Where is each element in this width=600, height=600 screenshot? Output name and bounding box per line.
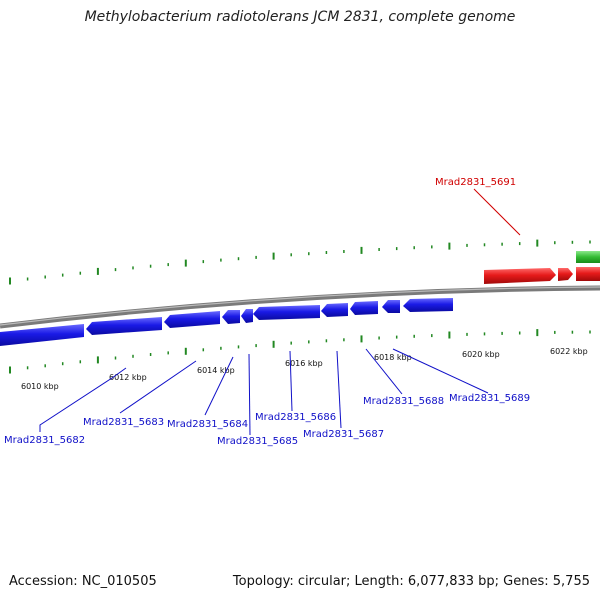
gene-arrow-mrad2831-5688[interactable] bbox=[350, 301, 378, 315]
inner-tick-row bbox=[9, 329, 591, 374]
leader-mrad2831-5682 bbox=[39, 367, 127, 432]
tick-label-6016: 6016 kbp bbox=[285, 359, 323, 368]
gene-arrow-mrad2831-5687[interactable] bbox=[321, 303, 348, 317]
gene-arrow-mrad2831-5689[interactable] bbox=[403, 298, 453, 312]
gene-arrow-mrad2831-5684[interactable] bbox=[164, 311, 220, 328]
gene-arrow-mrad2831-5685b[interactable] bbox=[241, 309, 253, 323]
gene-arrow-mrad2831-5688b[interactable] bbox=[382, 300, 400, 313]
gene-label-mrad2831-5689[interactable]: Mrad2831_5689 bbox=[449, 393, 530, 404]
leader-mrad2831-5683 bbox=[119, 360, 197, 414]
forward-strand-genes bbox=[484, 251, 600, 284]
gene-label-mrad2831-5682[interactable]: Mrad2831_5682 bbox=[4, 435, 85, 446]
gene-arrow-mrad2831-5685a[interactable] bbox=[222, 310, 240, 324]
genome-backbone bbox=[0, 285, 600, 329]
reverse-strand-genes bbox=[0, 298, 453, 346]
gene-label-mrad2831-5685[interactable]: Mrad2831_5685 bbox=[217, 436, 298, 447]
tick-label-6020: 6020 kbp bbox=[462, 350, 500, 359]
genome-backbone-highlight bbox=[0, 286, 600, 326]
tick-labels: 6010 kbp 6012 kbp 6014 kbp 6016 kbp 6018… bbox=[21, 347, 588, 391]
tick-label-6022: 6022 kbp bbox=[550, 347, 588, 356]
tick-label-6018: 6018 kbp bbox=[374, 353, 412, 362]
gene-arrow-mrad2831-5682[interactable] bbox=[0, 324, 84, 346]
tick-label-6014: 6014 kbp bbox=[197, 366, 235, 375]
leader-mrad2831-5684 bbox=[204, 356, 234, 416]
leader-mrad2831-5691 bbox=[473, 188, 521, 236]
gene-arrow-mrad2831-5693[interactable] bbox=[576, 267, 600, 281]
gene-label-mrad2831-5688[interactable]: Mrad2831_5688 bbox=[363, 396, 444, 407]
accession-text: Accession: NC_010505 bbox=[9, 574, 157, 589]
genome-summary-text: Topology: circular; Length: 6,077,833 bp… bbox=[232, 574, 590, 589]
genome-title: Methylobacterium radiotolerans JCM 2831,… bbox=[84, 9, 516, 25]
label-leader-lines bbox=[39, 348, 489, 436]
outer-tick-row bbox=[9, 239, 591, 285]
gene-labels: Mrad2831_5682 Mrad2831_5683 Mrad2831_568… bbox=[4, 177, 530, 447]
gene-label-mrad2831-5683[interactable]: Mrad2831_5683 bbox=[83, 417, 164, 428]
gene-arrow-mrad2831-5691[interactable] bbox=[484, 268, 556, 284]
leader-mrad2831-5688 bbox=[365, 348, 403, 395]
leader-mrad2831-5687 bbox=[336, 350, 342, 429]
leader-mrad2831-5685 bbox=[248, 353, 251, 436]
gene-arrow-mrad2831-5683[interactable] bbox=[86, 317, 162, 335]
tick-label-6010: 6010 kbp bbox=[21, 382, 59, 391]
leader-mrad2831-5689 bbox=[392, 348, 489, 394]
tick-label-6012: 6012 kbp bbox=[109, 373, 147, 382]
gene-arrow-green[interactable] bbox=[576, 251, 600, 263]
gene-label-mrad2831-5684[interactable]: Mrad2831_5684 bbox=[167, 419, 248, 430]
leader-mrad2831-5686 bbox=[289, 350, 293, 412]
gene-arrow-mrad2831-5686[interactable] bbox=[253, 305, 320, 320]
gene-label-mrad2831-5691[interactable]: Mrad2831_5691 bbox=[435, 177, 516, 188]
gene-label-mrad2831-5686[interactable]: Mrad2831_5686 bbox=[255, 412, 336, 423]
gene-arrow-mrad2831-5692[interactable] bbox=[558, 268, 573, 281]
gene-label-mrad2831-5687[interactable]: Mrad2831_5687 bbox=[303, 429, 384, 440]
